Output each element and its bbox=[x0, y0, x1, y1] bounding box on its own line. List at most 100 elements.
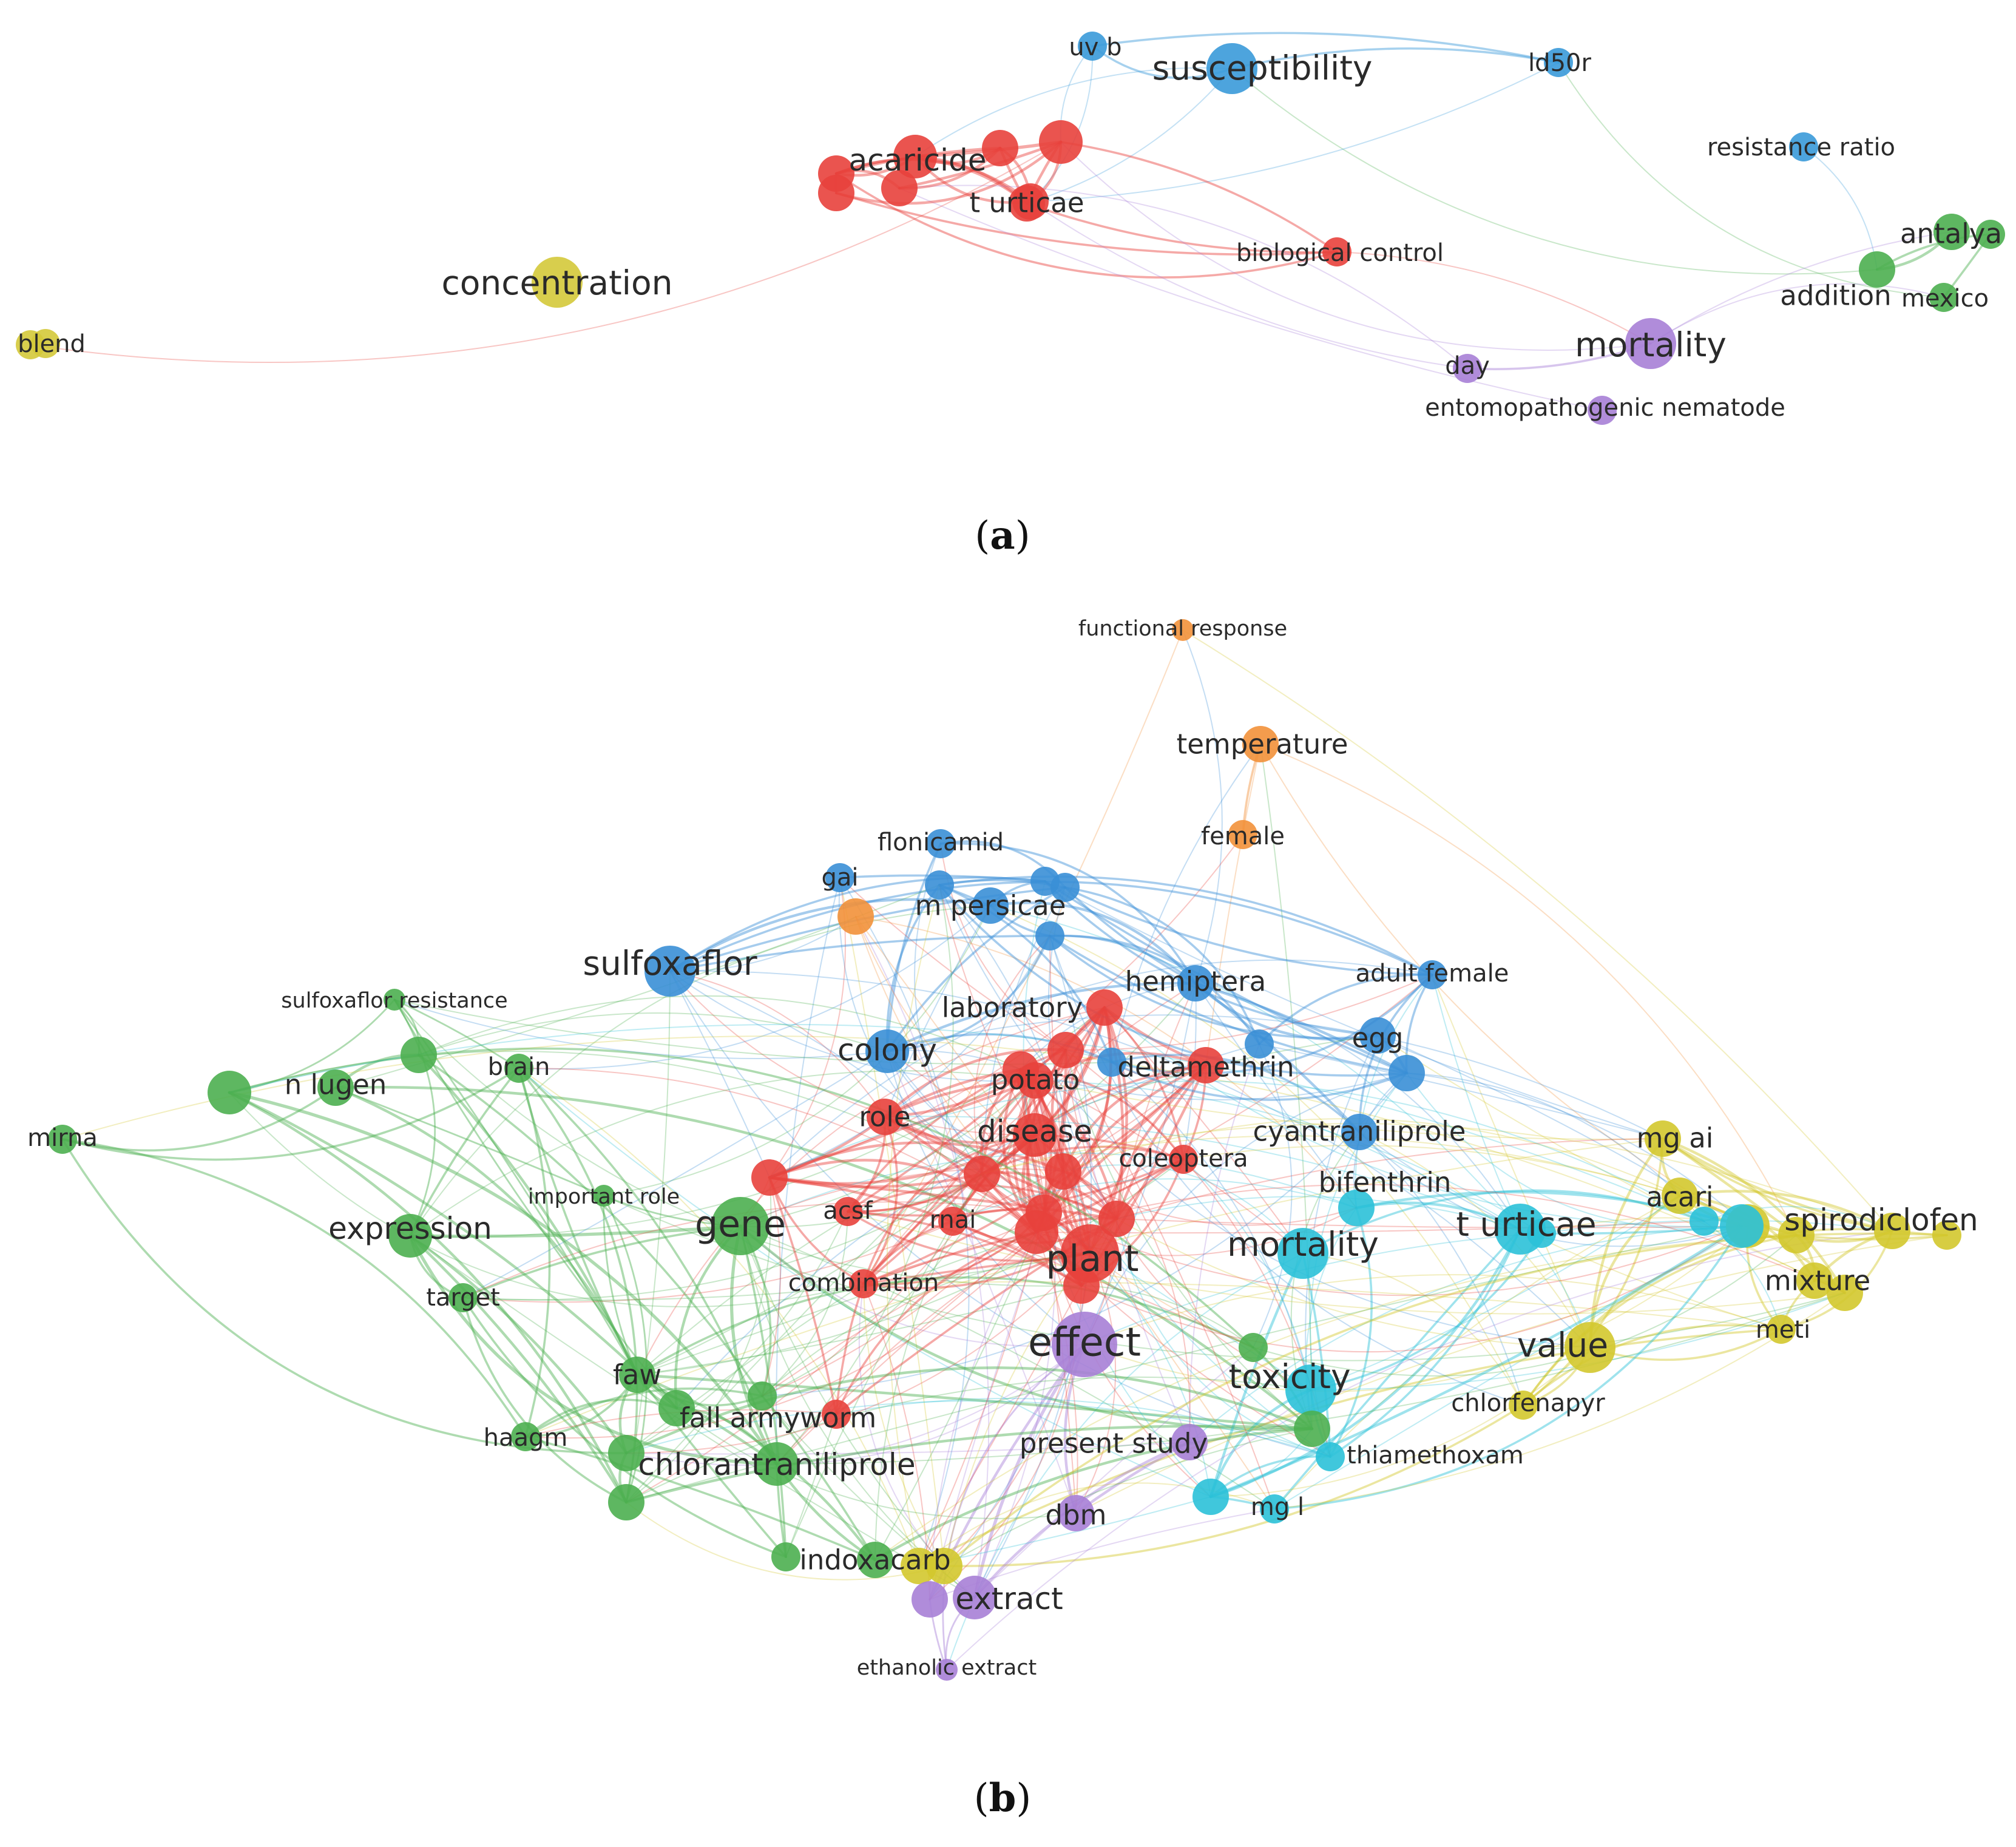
node-label-t-urticae: t urticae bbox=[1456, 1205, 1596, 1244]
network-edge bbox=[1049, 935, 1408, 1074]
network-edge bbox=[768, 1159, 1038, 1234]
network-edge bbox=[668, 898, 992, 973]
network-edge bbox=[785, 1414, 837, 1557]
network-edge bbox=[636, 1374, 787, 1558]
network-node bbox=[1239, 1333, 1268, 1362]
network-edge bbox=[603, 1195, 1845, 1361]
network-edge bbox=[408, 1224, 742, 1238]
network-edge bbox=[637, 1007, 1105, 1375]
network-edge bbox=[1081, 1285, 1254, 1348]
network-edge bbox=[1183, 1159, 1311, 1391]
network-node bbox=[982, 130, 1018, 166]
network-edge bbox=[1061, 1063, 1208, 1173]
node-label-brain: brain bbox=[488, 1053, 550, 1081]
network-edge bbox=[980, 1006, 1106, 1176]
node-effect bbox=[1052, 1312, 1117, 1377]
network-edge bbox=[768, 1176, 1083, 1287]
network-node bbox=[1012, 183, 1049, 220]
network-edge bbox=[1111, 1061, 1408, 1101]
network-edge bbox=[637, 1232, 1037, 1375]
network-edge bbox=[886, 935, 1051, 1052]
node-antalya bbox=[1933, 214, 1970, 250]
node-label-mixture: mixture bbox=[1765, 1265, 1870, 1297]
node-coleoptera bbox=[1169, 1145, 1198, 1174]
node-label-important-role: important role bbox=[528, 1185, 680, 1209]
network-edge bbox=[1111, 1054, 1361, 1133]
network-edge bbox=[410, 905, 991, 1236]
network-edge bbox=[1273, 1228, 1521, 1510]
network-edge bbox=[334, 1086, 605, 1197]
network-edge bbox=[938, 884, 1408, 1077]
network-edge bbox=[637, 1173, 983, 1375]
network-edge bbox=[61, 1067, 520, 1161]
network-edge bbox=[863, 974, 1433, 1284]
network-edge bbox=[518, 1068, 919, 1567]
network-edge bbox=[886, 886, 1066, 1052]
network-edge bbox=[1036, 1184, 1845, 1293]
labels-layer-a: blend concentration acaricide t urticae uv b… bbox=[18, 33, 2002, 422]
node-flonicamid bbox=[926, 829, 955, 858]
network-edge bbox=[1194, 981, 1379, 1041]
network-edge bbox=[938, 884, 1113, 1063]
network-edge bbox=[981, 1135, 1680, 1196]
network-node bbox=[1015, 1210, 1058, 1254]
network-node bbox=[1245, 1029, 1274, 1059]
network-edge bbox=[1795, 1234, 1948, 1241]
network-edge bbox=[1302, 1253, 1524, 1406]
network-edge bbox=[1260, 744, 1797, 1236]
network-edge bbox=[835, 172, 1338, 279]
network-edge bbox=[835, 192, 1338, 256]
node-sulfoxaflor-resistance bbox=[384, 989, 405, 1011]
network-edge bbox=[524, 1398, 678, 1438]
network-edge bbox=[1259, 1043, 1663, 1139]
network-edge bbox=[518, 905, 991, 1070]
node-mg-ai bbox=[1645, 1120, 1681, 1157]
network-edge bbox=[1026, 68, 1233, 204]
node-gai bbox=[825, 863, 854, 892]
node-label-meti: meti bbox=[1756, 1316, 1810, 1344]
network-edge bbox=[769, 834, 1243, 1178]
network-edge bbox=[417, 1053, 639, 1377]
node-label-flonicamid: flonicamid bbox=[878, 829, 1004, 856]
network-edge bbox=[1406, 1073, 1748, 1227]
node-label-expression: expression bbox=[328, 1211, 492, 1246]
node-label-entomopathogenic-nematode: entomopathogenic nematode bbox=[1425, 394, 1785, 422]
node-label-chlorantraniliprole: chlorantraniliprole bbox=[638, 1447, 915, 1482]
network-node bbox=[401, 1037, 437, 1073]
nodes-layer-b bbox=[48, 619, 1961, 1681]
network-edge bbox=[1803, 146, 1878, 270]
network-edge bbox=[1042, 1063, 1208, 1215]
network-edge bbox=[1209, 1227, 1522, 1499]
network-edge bbox=[839, 877, 945, 1567]
network-edge bbox=[914, 843, 983, 1174]
network-node bbox=[1045, 1153, 1081, 1190]
network-edge bbox=[1043, 1212, 1742, 1296]
network-edge bbox=[1115, 1063, 1208, 1221]
network-edge bbox=[1678, 1190, 1894, 1233]
network-edge bbox=[462, 1296, 787, 1558]
node-label-female: female bbox=[1201, 822, 1285, 850]
network-edge bbox=[1049, 935, 1379, 1039]
network-edge bbox=[334, 1086, 639, 1377]
network-edge bbox=[1020, 1069, 1304, 1254]
network-edge bbox=[989, 901, 1197, 985]
node-temperature bbox=[1242, 726, 1279, 762]
network-edge bbox=[1359, 1131, 1591, 1348]
network-edge bbox=[768, 1141, 1065, 1179]
network-edge bbox=[944, 1428, 1313, 1567]
network-edge bbox=[603, 905, 991, 1196]
network-edge bbox=[462, 1225, 742, 1299]
node-label-hemiptera: hemiptera bbox=[1125, 966, 1267, 998]
node-label-rnai: rnai bbox=[930, 1206, 976, 1234]
node-label-fall-armyworm: fall armyworm bbox=[680, 1402, 876, 1434]
network-node bbox=[16, 330, 45, 359]
network-edge bbox=[1194, 981, 1409, 1075]
network-node bbox=[818, 175, 854, 211]
network-edge bbox=[885, 884, 941, 1052]
node-mirna bbox=[48, 1125, 77, 1154]
network-edge bbox=[669, 876, 1046, 972]
node-label-chlorfenapyr: chlorfenapyr bbox=[1451, 1389, 1605, 1417]
panel-letter-a: a bbox=[990, 513, 1015, 558]
node-label-functional-response: functional response bbox=[1078, 617, 1287, 641]
network-edge bbox=[835, 1231, 1038, 1415]
